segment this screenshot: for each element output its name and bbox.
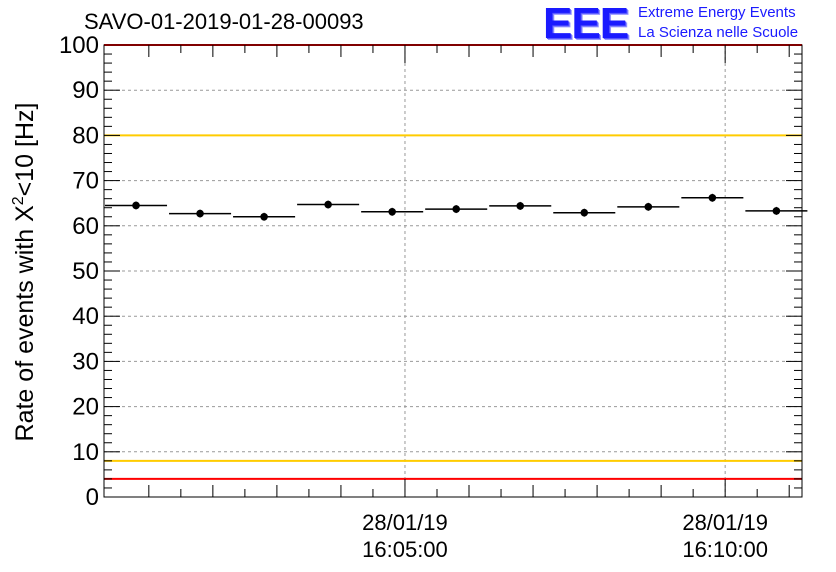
y-tick-label: 50: [72, 258, 99, 285]
logo-subtitle-2: La Scienza nelle Scuole: [638, 24, 799, 41]
y-tick-label: 40: [72, 303, 99, 330]
chart-title: SAVO-01-2019-01-28-00093: [84, 9, 364, 34]
data-point: [132, 201, 140, 210]
data-point: [644, 203, 653, 211]
y-tick-label: 100: [59, 32, 99, 59]
x-tick-date: 28/01/19: [682, 510, 768, 535]
data-point: [516, 202, 525, 210]
reference-lines: [104, 44, 802, 480]
y-tick-label: 90: [72, 77, 99, 104]
y-tick-label: 0: [86, 484, 99, 511]
data-point: [580, 208, 589, 217]
x-tick-time: 16:05:00: [362, 537, 448, 562]
y-tick-label: 80: [72, 122, 99, 149]
x-tick-time: 16:10:00: [682, 537, 768, 562]
y-tick-labels: 0 10 20 30 40 50 60 70 80 90 100: [59, 32, 99, 511]
y-tick-label: 10: [72, 439, 99, 466]
y-tick-label: 20: [72, 394, 99, 421]
logo-subtitle-1: Extreme Energy Events: [638, 4, 796, 21]
data-point: [452, 205, 461, 213]
eee-logo: EEE: [543, 0, 629, 48]
y-tick-label: 30: [72, 348, 99, 375]
data-point: [196, 209, 204, 218]
y-tick-label: 60: [72, 213, 99, 240]
y-tick-label: 70: [72, 168, 99, 195]
data-point: [388, 207, 396, 216]
axis-ticks: [104, 44, 802, 498]
data-point: [708, 193, 717, 202]
grid: [104, 45, 802, 497]
data-point: [772, 207, 781, 215]
data-points: [105, 193, 808, 221]
data-point: [324, 200, 332, 209]
x-tick-date: 28/01/19: [362, 510, 448, 535]
y-axis-label: Rate of events with X2<10 [Hz]: [10, 103, 39, 442]
data-point: [260, 212, 268, 221]
